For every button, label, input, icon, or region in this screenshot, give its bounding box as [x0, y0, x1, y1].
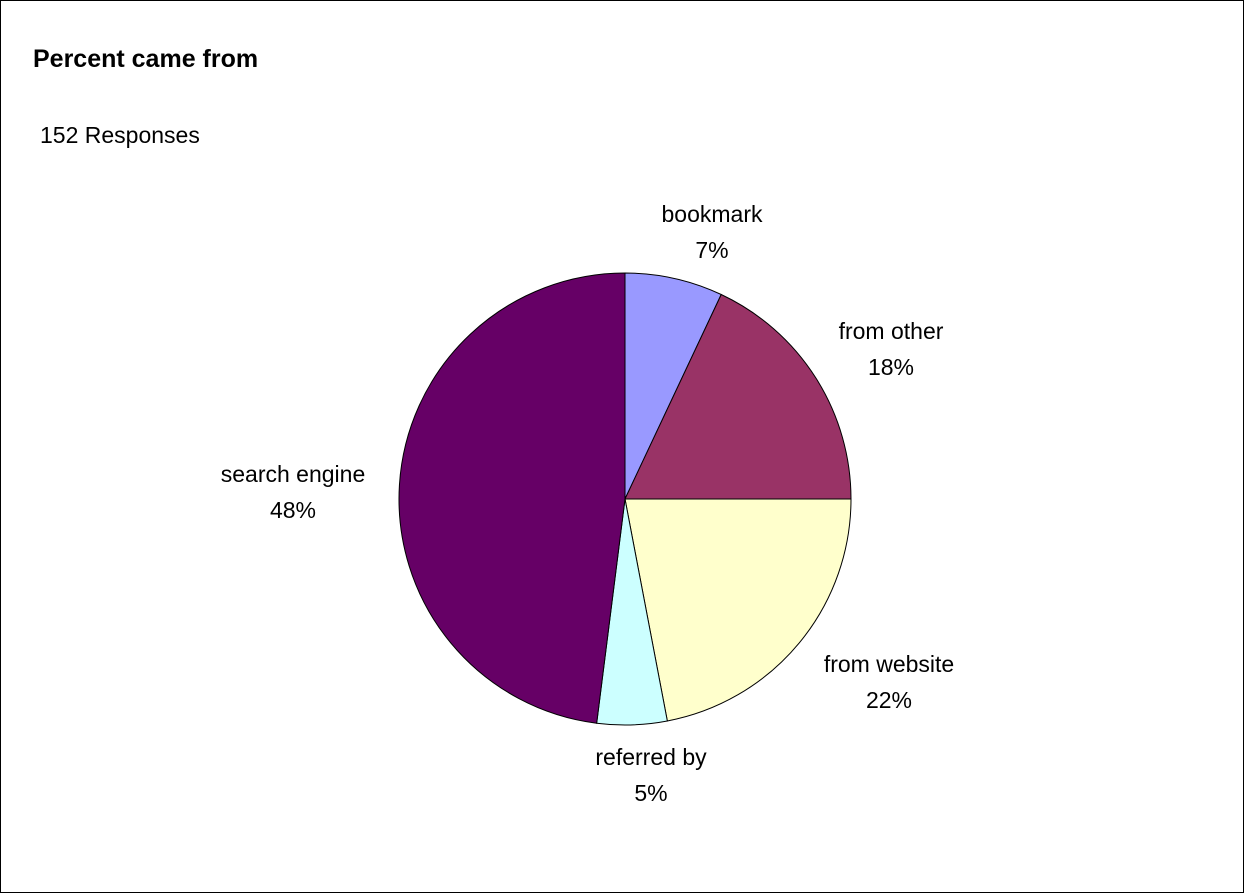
slice-label-referred-by: referred by	[595, 744, 707, 770]
slice-value-bookmark: 7%	[695, 237, 728, 263]
pie-slice-search-engine	[398, 272, 626, 724]
pie-slice-from-other	[624, 293, 852, 500]
slice-value-from-other: 18%	[868, 354, 914, 380]
slice-value-search-engine: 48%	[270, 497, 316, 523]
slice-label-from-website: from website	[824, 651, 954, 677]
slice-value-referred-by: 5%	[634, 780, 667, 806]
chart-title: Percent came from	[33, 45, 259, 73]
pie-slice-from-website	[624, 498, 852, 722]
slice-label-from-other: from other	[839, 318, 944, 344]
pie-labels: bookmark 7% from other 18% from website 22% re…	[221, 201, 954, 806]
chart-subtitle: 152 Responses	[40, 122, 200, 148]
slice-label-search-engine: search engine	[221, 461, 366, 487]
pie-slices	[398, 272, 852, 726]
slice-label-bookmark: bookmark	[662, 201, 763, 227]
slice-value-from-website: 22%	[866, 687, 912, 713]
